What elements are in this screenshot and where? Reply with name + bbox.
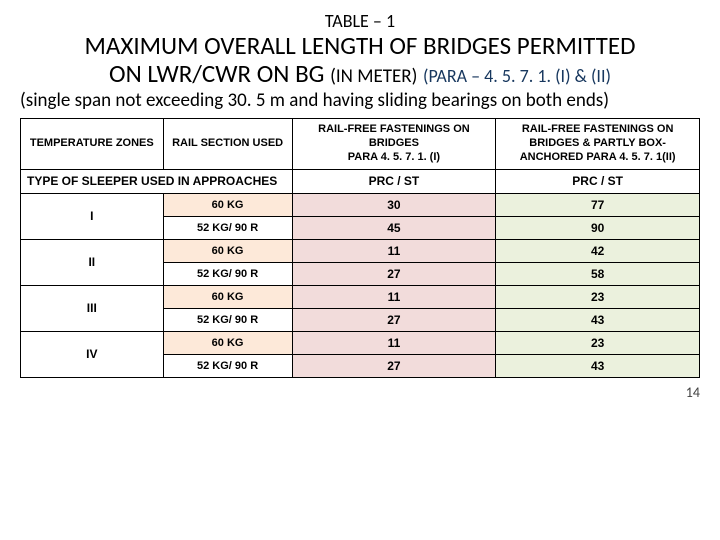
- val: 27: [292, 262, 496, 285]
- header: TABLE – 1 MAXIMUM OVERALL LENGTH OF BRID…: [20, 10, 700, 87]
- val: 77: [496, 193, 700, 216]
- table-label: TABLE – 1: [20, 10, 700, 32]
- title-line2b: (IN METER): [330, 65, 417, 88]
- val: 27: [292, 308, 496, 331]
- rail-52: 52 KG/ 90 R: [163, 354, 292, 377]
- col-fastenings-b: RAIL-FREE FASTENINGS ON BRIDGES & PARTLY…: [496, 119, 700, 169]
- sleeper-v2: PRC / ST: [496, 169, 700, 193]
- col-temp-zones: TEMPERATURE ZONES: [21, 119, 164, 169]
- zone-2: II: [21, 239, 164, 285]
- table-row: IV 60 KG 11 23: [21, 331, 700, 354]
- header-row: TEMPERATURE ZONES RAIL SECTION USED RAIL…: [21, 119, 700, 169]
- title-line2a: ON LWR/CWR ON BG: [109, 58, 330, 89]
- rail-60: 60 KG: [163, 193, 292, 216]
- val: 11: [292, 285, 496, 308]
- rail-60: 60 KG: [163, 285, 292, 308]
- title-line1: MAXIMUM OVERALL LENGTH OF BRIDGES PERMIT…: [85, 30, 636, 61]
- table-row: II 60 KG 11 42: [21, 239, 700, 262]
- val: 11: [292, 331, 496, 354]
- val: 43: [496, 308, 700, 331]
- rail-60: 60 KG: [163, 331, 292, 354]
- zone-3: III: [21, 285, 164, 331]
- col-rail-section: RAIL SECTION USED: [163, 119, 292, 169]
- val: 45: [292, 216, 496, 239]
- rail-52: 52 KG/ 90 R: [163, 216, 292, 239]
- val: 58: [496, 262, 700, 285]
- para-ref: (PARA – 4. 5. 7. 1. (I) & (II): [423, 65, 611, 87]
- title: MAXIMUM OVERALL LENGTH OF BRIDGES PERMIT…: [20, 32, 700, 87]
- rail-52: 52 KG/ 90 R: [163, 308, 292, 331]
- data-table: TEMPERATURE ZONES RAIL SECTION USED RAIL…: [20, 118, 700, 377]
- sleeper-label: TYPE OF SLEEPER USED IN APPROACHES: [21, 169, 293, 193]
- subtitle: (single span not exceeding 30. 5 m and h…: [20, 89, 700, 112]
- val: 23: [496, 285, 700, 308]
- val: 23: [496, 331, 700, 354]
- sleeper-v1: PRC / ST: [292, 169, 496, 193]
- zone-4: IV: [21, 331, 164, 377]
- val: 11: [292, 239, 496, 262]
- val: 43: [496, 354, 700, 377]
- zone-1: I: [21, 193, 164, 239]
- val: 90: [496, 216, 700, 239]
- table-row: I 60 KG 30 77: [21, 193, 700, 216]
- col-fastenings-a: RAIL-FREE FASTENINGS ON BRIDGES PARA 4. …: [292, 119, 496, 169]
- page-number: 14: [20, 384, 700, 401]
- rail-60: 60 KG: [163, 239, 292, 262]
- rail-52: 52 KG/ 90 R: [163, 262, 292, 285]
- table-row: III 60 KG 11 23: [21, 285, 700, 308]
- sleeper-row: TYPE OF SLEEPER USED IN APPROACHES PRC /…: [21, 169, 700, 193]
- val: 42: [496, 239, 700, 262]
- val: 27: [292, 354, 496, 377]
- val: 30: [292, 193, 496, 216]
